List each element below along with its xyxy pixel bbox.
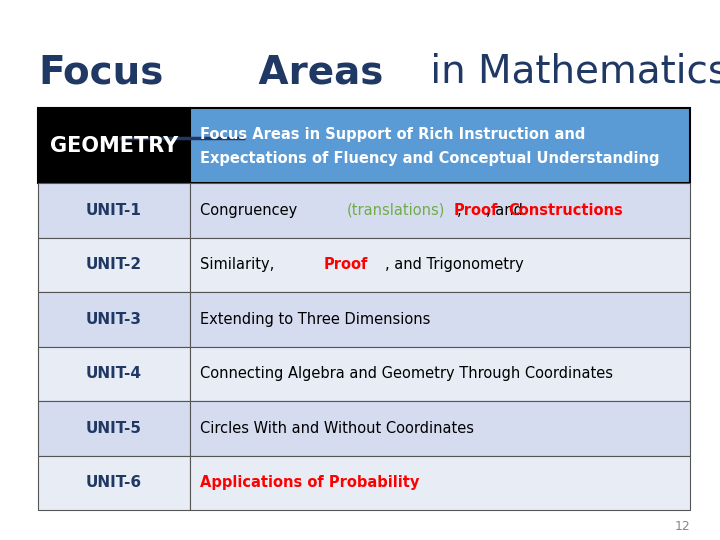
Text: Similarity,: Similarity, [200, 257, 279, 272]
Text: UNIT-6: UNIT-6 [86, 475, 142, 490]
Bar [38, 347, 190, 401]
Text: 12: 12 [674, 519, 690, 532]
Text: UNIT-5: UNIT-5 [86, 421, 142, 436]
Text: Areas: Areas [245, 53, 383, 91]
Bar [190, 292, 690, 347]
Text: Focus Areas in Support of Rich Instruction and: Focus Areas in Support of Rich Instructi… [200, 127, 585, 141]
Text: in Mathematics (CCSS) - HS: in Mathematics (CCSS) - HS [418, 53, 720, 91]
Text: UNIT-2: UNIT-2 [86, 257, 142, 272]
Bar [38, 292, 190, 347]
Text: UNIT-3: UNIT-3 [86, 312, 142, 327]
Text: Circles With and Without Coordinates: Circles With and Without Coordinates [200, 421, 474, 436]
Bar [190, 183, 690, 238]
Text: Focus: Focus [38, 53, 163, 91]
Bar [38, 108, 190, 183]
Text: Applications of Probability: Applications of Probability [200, 475, 419, 490]
Bar [190, 108, 690, 183]
Text: GEOMETRY: GEOMETRY [50, 136, 178, 156]
Text: UNIT-4: UNIT-4 [86, 366, 142, 381]
Text: (translations): (translations) [347, 202, 445, 218]
Bar [38, 183, 190, 238]
Bar [190, 401, 690, 456]
Text: ,: , [457, 202, 467, 218]
Text: Proof: Proof [324, 257, 368, 272]
Text: , and Trigonometry: , and Trigonometry [385, 257, 524, 272]
Text: Connecting Algebra and Geometry Through Coordinates: Connecting Algebra and Geometry Through … [200, 366, 613, 381]
Bar [190, 238, 690, 292]
Text: Extending to Three Dimensions: Extending to Three Dimensions [200, 312, 431, 327]
Text: UNIT-1: UNIT-1 [86, 202, 142, 218]
Text: Constructions: Constructions [508, 202, 623, 218]
Bar [190, 456, 690, 510]
Text: Congruencey: Congruencey [200, 202, 302, 218]
Bar [38, 456, 190, 510]
Text: Expectations of Fluency and Conceptual Understanding: Expectations of Fluency and Conceptual U… [200, 152, 660, 166]
Text: Proof: Proof [454, 202, 498, 218]
Bar [190, 347, 690, 401]
Text: , and: , and [486, 202, 528, 218]
Bar [38, 238, 190, 292]
Bar [38, 401, 190, 456]
